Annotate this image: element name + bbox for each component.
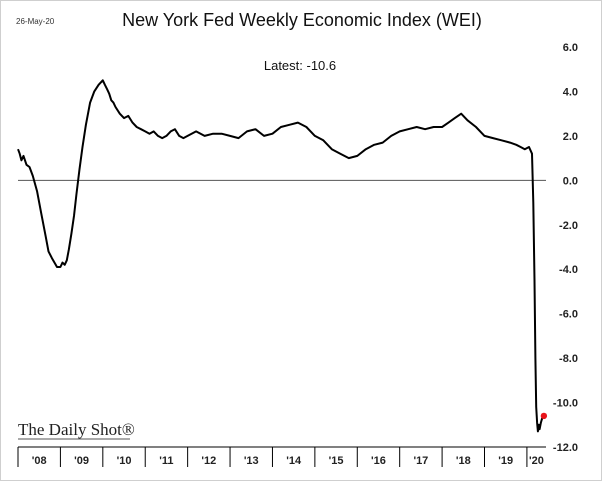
daily-shot-watermark: The Daily Shot® [18, 420, 135, 440]
x-tick-label: '20 [529, 455, 544, 467]
y-tick-label: -8.0 [559, 353, 578, 365]
y-tick-label: -12.0 [553, 442, 578, 454]
series-line-wei [17, 79, 545, 433]
y-tick-label: 2.0 [563, 131, 578, 143]
x-tick-label: '11 [159, 455, 173, 467]
y-tick-label: -10.0 [553, 398, 578, 410]
x-axis: '08 '09 '10 '11 '12 '13 '14 '15 '16 '17 '18 '19 '20 [17, 446, 546, 467]
y-tick-label: -2.0 [559, 220, 578, 232]
y-tick-label: -6.0 [559, 309, 578, 321]
x-tick-label: '19 [498, 455, 513, 467]
latest-annotation: Latest: -10.6 [264, 58, 336, 73]
x-tick-label: '17 [413, 455, 428, 467]
x-tick-label: '08 [32, 455, 47, 467]
watermark-text: The Daily Shot® [18, 420, 135, 439]
y-tick-label: 0.0 [563, 175, 578, 187]
chart-title: New York Fed Weekly Economic Index (WEI) [122, 10, 482, 30]
latest-point-marker [540, 412, 548, 420]
y-tick-label: -4.0 [559, 264, 578, 276]
y-axis-ticks: 6.0 4.0 2.0 0.0 -2.0 -4.0 -6.0 -8.0 -10.0 -12.0 [553, 42, 578, 454]
x-tick-label: '14 [286, 455, 302, 467]
x-tick-label: '18 [456, 455, 471, 467]
x-tick-label: '12 [201, 455, 216, 467]
y-tick-label: 4.0 [563, 86, 578, 98]
y-tick-label: 6.0 [563, 42, 578, 54]
x-tick-label: '13 [244, 455, 259, 467]
x-tick-label: '15 [329, 455, 344, 467]
x-tick-label: '09 [74, 455, 89, 467]
date-stamp: 26-May-20 [16, 17, 55, 26]
x-tick-label: '10 [117, 455, 132, 467]
x-tick-label: '16 [371, 455, 386, 467]
